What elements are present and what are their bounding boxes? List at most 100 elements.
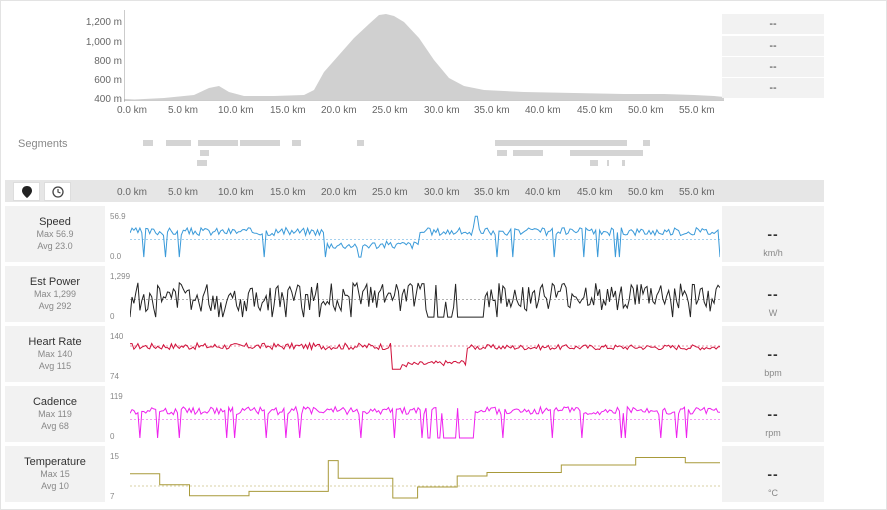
metric-chart[interactable] bbox=[130, 326, 720, 382]
elev-y-label: 600 m bbox=[94, 75, 122, 86]
axis-km-label: 35.0 km bbox=[474, 187, 510, 198]
segment-bar[interactable] bbox=[643, 140, 650, 146]
metric-avg: Avg 115 bbox=[38, 361, 72, 371]
metric-current-value: -- bbox=[767, 226, 779, 242]
metric-title: Cadence bbox=[32, 396, 78, 408]
chart-bottom-label: 0.0 bbox=[110, 252, 122, 261]
segment-bar[interactable] bbox=[622, 160, 625, 166]
elev-km-label: 10.0 km bbox=[218, 105, 254, 116]
elev-km-label: 20.0 km bbox=[321, 105, 357, 116]
chart-bottom-label: 7 bbox=[110, 492, 115, 501]
metric-avg: Avg 292 bbox=[38, 301, 72, 311]
metric-value-panel: -- rpm bbox=[722, 386, 824, 442]
axis-km-label: 25.0 km bbox=[372, 187, 408, 198]
elev-km-label: 40.0 km bbox=[525, 105, 561, 116]
segment-bar[interactable] bbox=[200, 150, 209, 156]
metric-series-line bbox=[130, 405, 720, 439]
metric-series-line bbox=[130, 215, 720, 258]
metric-unit: km/h bbox=[763, 248, 783, 258]
segment-bar[interactable] bbox=[570, 150, 643, 156]
metric-max: Max 15 bbox=[40, 469, 70, 479]
elev-y-label: 1,200 m bbox=[85, 17, 122, 28]
map-pin-icon bbox=[21, 185, 32, 198]
metric-value-panel: -- km/h bbox=[722, 206, 824, 262]
metric-label-est-power: Est Power Max 1,299 Avg 292 bbox=[5, 266, 105, 322]
metric-label-temperature: Temperature Max 15 Avg 10 bbox=[5, 446, 105, 502]
metric-label-heart-rate: Heart Rate Max 140 Avg 115 bbox=[5, 326, 105, 382]
chart-top-label: 15 bbox=[110, 452, 119, 461]
chart-bottom-label: 0 bbox=[110, 312, 115, 321]
metric-chart[interactable] bbox=[130, 206, 720, 262]
chart-bottom-label: 0 bbox=[110, 432, 115, 441]
axis-km-label: 0.0 km bbox=[117, 187, 148, 198]
metric-value-panel: -- °C bbox=[722, 446, 824, 502]
segment-bar[interactable] bbox=[590, 160, 598, 166]
metric-value-panel: -- bpm bbox=[722, 326, 824, 382]
elev-km-label: 5.0 km bbox=[168, 105, 199, 116]
metric-unit: °C bbox=[767, 488, 779, 498]
axis-km-label: 40.0 km bbox=[525, 187, 561, 198]
elev-stat-2: -- bbox=[722, 36, 824, 56]
metric-max: Max 140 bbox=[37, 349, 73, 359]
chart-top-label: 119 bbox=[110, 392, 123, 401]
segment-bar[interactable] bbox=[357, 140, 364, 146]
elev-km-label: 45.0 km bbox=[577, 105, 613, 116]
elev-stat-4: -- bbox=[722, 78, 824, 98]
clock-icon bbox=[51, 185, 64, 198]
metric-avg: Avg 23.0 bbox=[37, 241, 73, 251]
map-pin-tab[interactable] bbox=[13, 182, 40, 201]
segment-bar[interactable] bbox=[166, 140, 191, 146]
elev-km-label: 55.0 km bbox=[679, 105, 715, 116]
elev-y-label: 400 m bbox=[94, 94, 122, 105]
elev-km-label: 15.0 km bbox=[270, 105, 306, 116]
elev-stat-1: -- bbox=[722, 14, 824, 34]
chart-top-label: 56.9 bbox=[110, 212, 126, 221]
elevation-area bbox=[124, 14, 724, 100]
elev-km-label: 25.0 km bbox=[372, 105, 408, 116]
elev-km-label: 30.0 km bbox=[424, 105, 460, 116]
axis-km-label: 50.0 km bbox=[628, 187, 664, 198]
segments-label: Segments bbox=[18, 138, 68, 150]
metric-avg: Avg 10 bbox=[41, 481, 69, 491]
elev-km-label: 35.0 km bbox=[474, 105, 510, 116]
segment-bar[interactable] bbox=[292, 140, 301, 146]
metric-chart[interactable] bbox=[130, 446, 720, 502]
metric-avg: Avg 68 bbox=[41, 421, 69, 431]
axis-km-label: 30.0 km bbox=[424, 187, 460, 198]
axis-km-label: 10.0 km bbox=[218, 187, 254, 198]
elevation-profile-chart[interactable] bbox=[124, 10, 724, 102]
metric-max: Max 1,299 bbox=[33, 289, 77, 299]
metric-current-value: -- bbox=[767, 466, 779, 482]
segment-bar[interactable] bbox=[197, 160, 207, 166]
distance-axis-bar bbox=[5, 180, 824, 202]
metric-chart[interactable] bbox=[130, 266, 720, 322]
metric-unit: bpm bbox=[764, 368, 782, 378]
metric-max: Max 56.9 bbox=[36, 229, 74, 239]
metric-series-line bbox=[130, 457, 720, 499]
axis-km-label: 20.0 km bbox=[321, 187, 357, 198]
elev-km-label: 50.0 km bbox=[628, 105, 664, 116]
clock-tab[interactable] bbox=[44, 182, 71, 201]
segment-bar[interactable] bbox=[198, 140, 238, 146]
segment-bar[interactable] bbox=[607, 160, 609, 166]
chart-bottom-label: 74 bbox=[110, 372, 119, 381]
metric-chart[interactable] bbox=[130, 386, 720, 442]
metric-current-value: -- bbox=[767, 286, 779, 302]
metric-unit: rpm bbox=[765, 428, 781, 438]
segment-bar[interactable] bbox=[497, 150, 507, 156]
metric-value-panel: -- W bbox=[722, 266, 824, 322]
elev-stat-3: -- bbox=[722, 57, 824, 77]
metric-current-value: -- bbox=[767, 346, 779, 362]
segment-bar[interactable] bbox=[495, 140, 627, 146]
axis-km-label: 45.0 km bbox=[577, 187, 613, 198]
metric-unit: W bbox=[768, 308, 778, 318]
axis-km-label: 15.0 km bbox=[270, 187, 306, 198]
chart-top-label: 1,299 bbox=[110, 272, 131, 281]
elev-y-label: 1,000 m bbox=[85, 37, 122, 48]
axis-km-label: 55.0 km bbox=[679, 187, 715, 198]
elev-km-label: 0.0 km bbox=[117, 105, 148, 116]
segment-bar[interactable] bbox=[143, 140, 153, 146]
axis-km-label: 5.0 km bbox=[168, 187, 199, 198]
segment-bar[interactable] bbox=[513, 150, 543, 156]
segment-bar[interactable] bbox=[240, 140, 280, 146]
